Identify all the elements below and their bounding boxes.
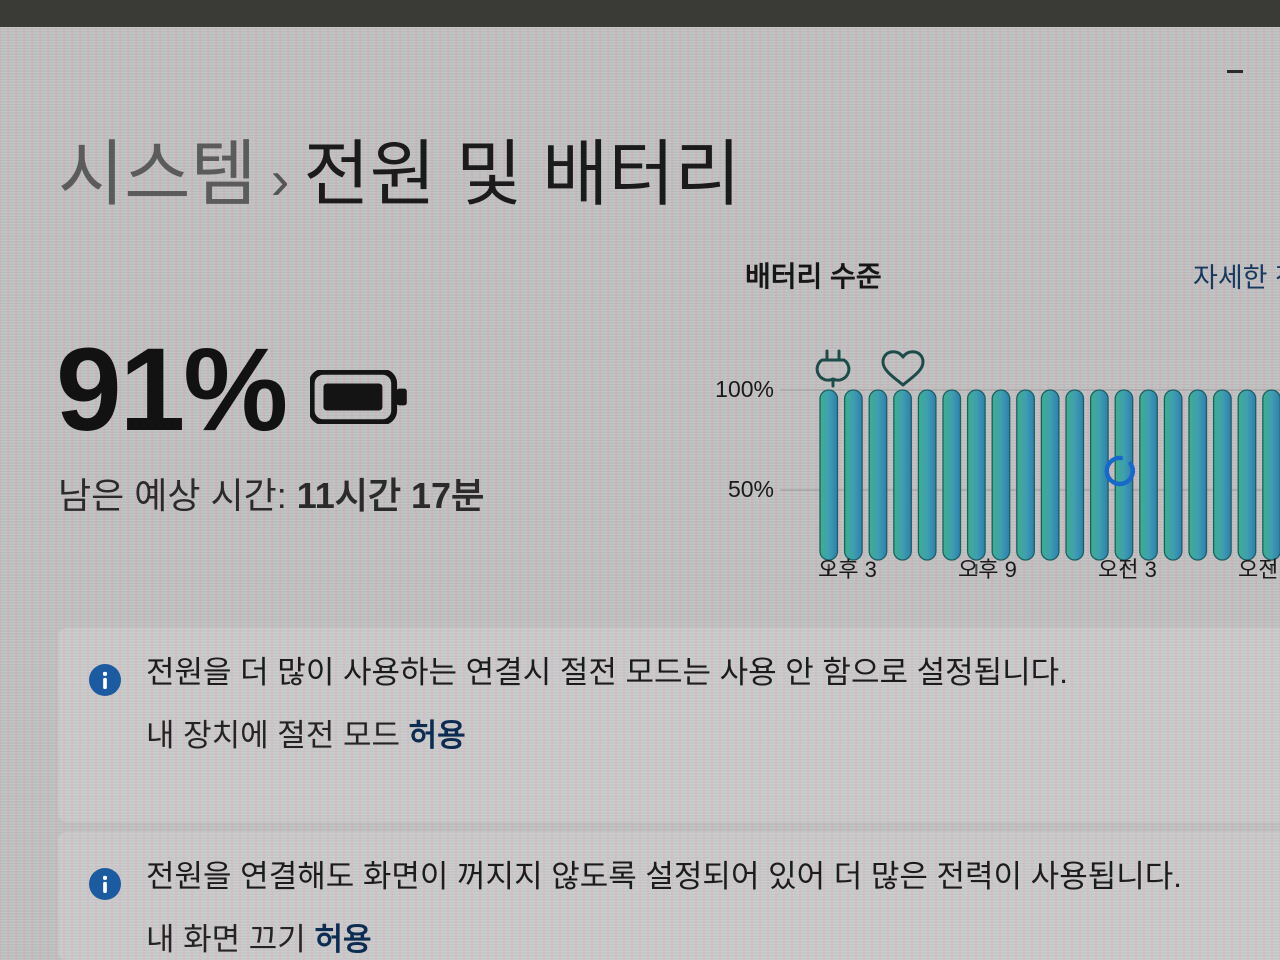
svg-text:오후 3: 오후 3: [818, 557, 877, 582]
svg-text:50%: 50%: [728, 476, 774, 502]
svg-text:오전 9: 오전 9: [1238, 557, 1280, 582]
svg-text:오전 3: 오전 3: [1098, 557, 1157, 582]
svg-text:오후 9: 오후 9: [958, 557, 1017, 582]
svg-text:100%: 100%: [715, 376, 774, 402]
